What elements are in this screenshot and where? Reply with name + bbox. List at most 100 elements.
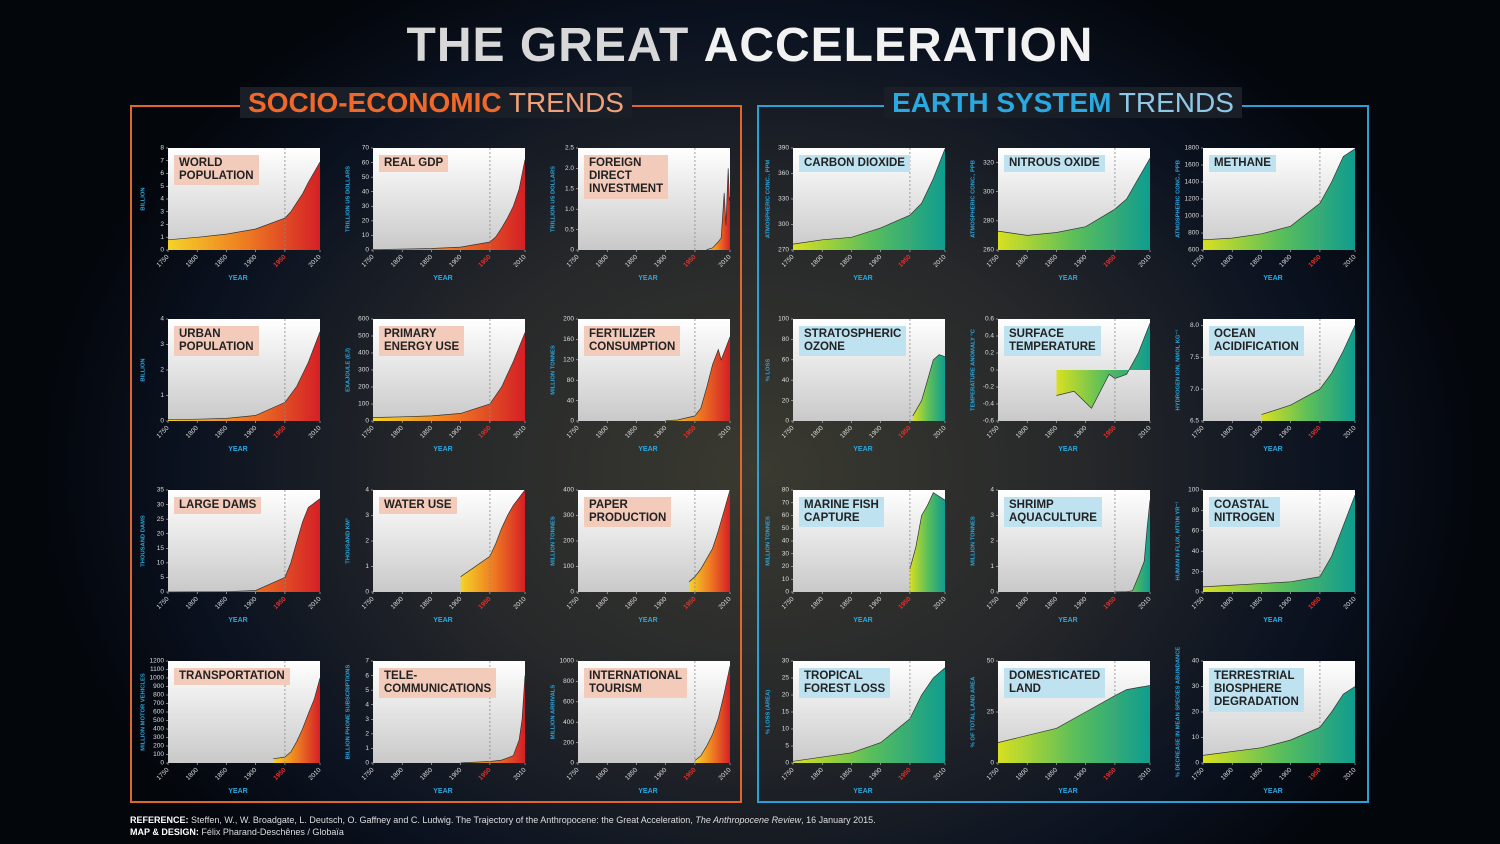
area-fill	[373, 332, 525, 421]
y-axis-label: MILLION TONNES	[766, 516, 772, 566]
y-axis-label: ATMOSPHERIC CONC., PPB	[1176, 160, 1182, 238]
x-tick-label: 2010	[1342, 253, 1357, 268]
y-tick-label: 900	[153, 683, 164, 690]
y-tick-label: 50	[782, 525, 790, 532]
y-tick-label: 4	[990, 487, 994, 494]
x-tick-label: 1800	[1220, 595, 1235, 610]
x-tick-label: 1950	[897, 424, 912, 439]
x-tick-label: 1900	[653, 766, 668, 781]
y-tick-label: 0.6	[985, 316, 994, 323]
section-bold: SOCIO-ECONOMIC	[248, 87, 502, 118]
area-line	[1114, 500, 1151, 593]
x-tick-label: 1800	[1015, 424, 1030, 439]
x-tick-label: 1850	[839, 253, 854, 268]
section-heading: SOCIO-ECONOMIC TRENDS	[132, 87, 740, 119]
x-tick-label: 1850	[1044, 766, 1059, 781]
y-tick-label: 5	[160, 183, 164, 190]
area-fill	[1203, 148, 1355, 250]
area-line	[1202, 148, 1356, 241]
area-line	[665, 336, 731, 422]
y-axis-label: TEMPERATURE ANOMALY °C	[971, 328, 977, 411]
x-tick-label: 1900	[868, 595, 883, 610]
x-tick-label: 1900	[243, 595, 258, 610]
x-tick-label: 1800	[1015, 766, 1030, 781]
x-tick-label: 1750	[1190, 595, 1205, 610]
x-tick-label: 1750	[985, 253, 1000, 268]
y-tick-label: 60	[1192, 528, 1200, 535]
x-tick-label: 1850	[1044, 595, 1059, 610]
x-tick-label: 1800	[595, 766, 610, 781]
y-tick-label: 80	[567, 377, 575, 384]
x-tick-label: 1850	[214, 253, 229, 268]
title-bold: ACCELERATION	[703, 19, 1094, 72]
y-tick-label: 0	[570, 247, 574, 254]
y-tick-label: 6.5	[1190, 418, 1199, 425]
x-tick-label: 2010	[932, 424, 947, 439]
y-tick-label: 0	[785, 418, 789, 425]
x-tick-label: 2010	[932, 595, 947, 610]
y-tick-label: 300	[983, 188, 994, 195]
y-tick-label: 70	[782, 499, 790, 506]
chart-title: METHANE	[1209, 155, 1276, 173]
area-line	[997, 685, 1151, 743]
y-tick-label: 0.4	[985, 333, 994, 340]
area-fill	[1203, 686, 1355, 763]
x-tick-label: 2010	[1137, 253, 1152, 268]
x-tick-label: 1900	[448, 595, 463, 610]
y-tick-label: 50	[987, 658, 995, 665]
y-tick-label: 80	[782, 487, 790, 494]
y-tick-label: 20	[1192, 568, 1200, 575]
y-tick-label: 500	[358, 333, 369, 340]
x-tick-label: 1950	[272, 766, 287, 781]
x-tick-label: 1900	[243, 253, 258, 268]
x-tick-label: 2010	[512, 766, 527, 781]
y-tick-label: 200	[563, 316, 574, 323]
x-tick-label: 1750	[780, 253, 795, 268]
x-tick-label: 1950	[1102, 595, 1117, 610]
x-tick-label: 1750	[985, 424, 1000, 439]
y-tick-label: 0	[990, 760, 994, 767]
y-tick-label: 8	[160, 145, 164, 152]
area-fill	[689, 490, 730, 592]
y-tick-label: 1400	[1185, 179, 1200, 186]
x-tick-label: 1750	[565, 766, 580, 781]
x-tick-label: 1950	[897, 595, 912, 610]
y-tick-label: 1000	[150, 675, 165, 682]
y-tick-label: 3	[160, 341, 164, 348]
x-tick-label: 2010	[932, 766, 947, 781]
y-tick-label: 1.5	[565, 186, 574, 193]
y-tick-label: 0	[365, 760, 369, 767]
x-tick-label: 1750	[360, 253, 375, 268]
x-axis-label: YEAR	[1058, 617, 1077, 624]
y-tick-label: 8.0	[1190, 322, 1199, 329]
y-tick-label: -0.6	[983, 418, 995, 425]
x-tick-label: 1850	[419, 766, 434, 781]
y-tick-label: 100	[778, 316, 789, 323]
y-tick-label: 10	[782, 576, 790, 583]
x-tick-label: 1950	[897, 766, 912, 781]
y-tick-label: 40	[782, 538, 790, 545]
y-tick-label: 70	[362, 145, 370, 152]
area-line	[167, 331, 321, 421]
x-tick-label: 1900	[868, 766, 883, 781]
y-tick-label: 60	[362, 159, 370, 166]
y-tick-label: 1	[990, 563, 994, 570]
y-tick-label: 270	[778, 247, 789, 254]
y-tick-label: 3	[990, 512, 994, 519]
x-axis-label: YEAR	[433, 788, 452, 795]
y-axis-label: MILLION TONNES	[551, 516, 557, 566]
y-tick-label: 20	[362, 218, 370, 225]
x-axis-label: YEAR	[1263, 446, 1282, 453]
y-tick-label: 320	[983, 159, 994, 166]
section-light: TRENDS	[508, 87, 624, 118]
y-axis-label: ATMOSPHERIC CONC., PPM	[766, 160, 772, 239]
y-tick-label: 4	[365, 701, 369, 708]
x-axis-label: YEAR	[1263, 275, 1282, 282]
y-tick-label: 160	[563, 336, 574, 343]
x-tick-label: 1800	[1015, 253, 1030, 268]
area-fill	[1056, 323, 1150, 409]
y-tick-label: 1200	[150, 658, 165, 665]
y-tick-label: -0.4	[983, 401, 995, 408]
y-tick-label: 0	[160, 247, 164, 254]
y-tick-label: 40	[1192, 658, 1200, 665]
